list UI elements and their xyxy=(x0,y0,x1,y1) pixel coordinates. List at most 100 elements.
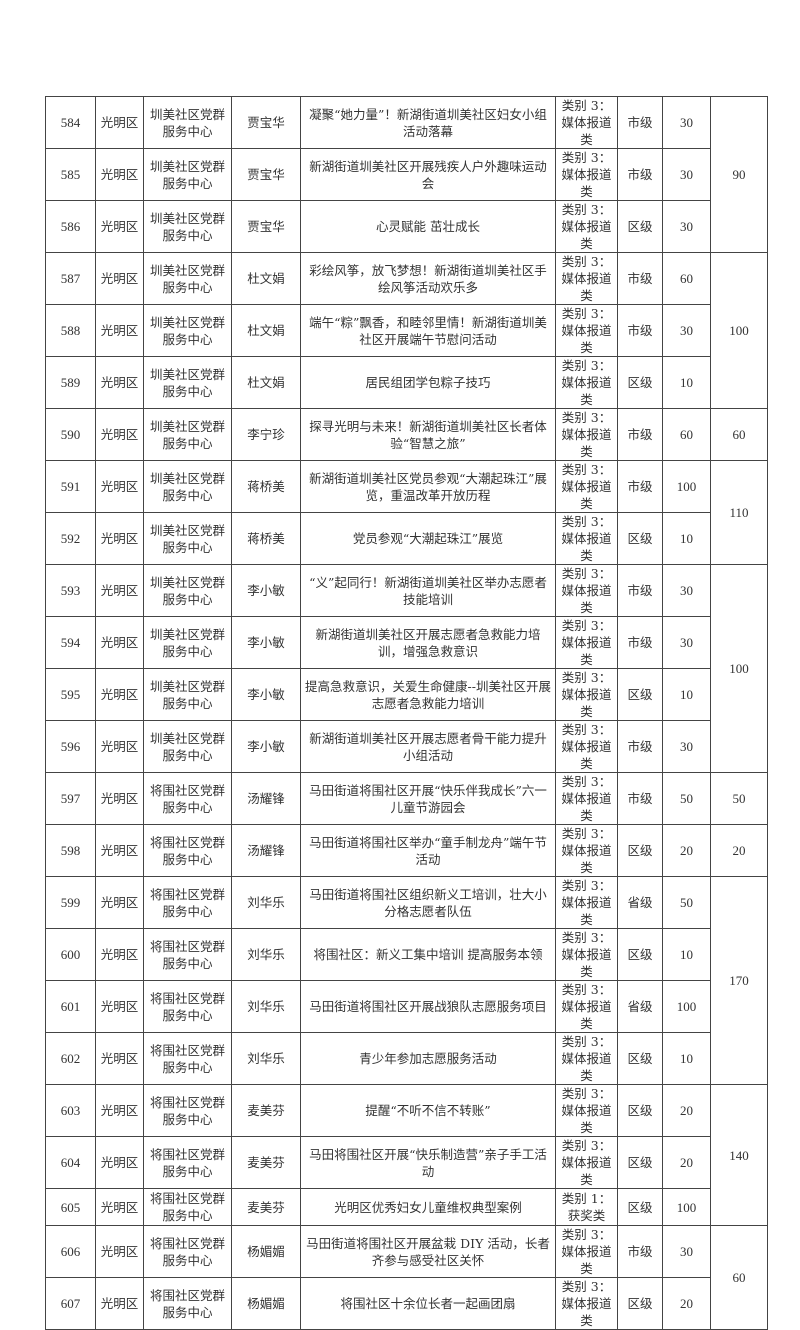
item-title-cell: 提醒“不听不信不转账” xyxy=(300,1084,556,1137)
score-cell: 20 xyxy=(662,1084,711,1137)
district-cell: 光明区 xyxy=(95,1032,144,1085)
table-row: 592 光明区 圳美社区党群服务中心 蒋桥美 党员参观“大潮起珠江”展览 类别 3：媒体报… xyxy=(45,512,768,565)
level-cell: 市级 xyxy=(617,408,663,461)
item-title-cell: 光明区优秀妇女儿童维权典型案例 xyxy=(300,1188,556,1226)
table-row: 591 光明区 圳美社区党群服务中心 蒋桥美 新湖街道圳美社区党员参观“大潮起珠江”展览… xyxy=(45,460,768,565)
district-cell: 光明区 xyxy=(95,564,144,617)
category-cell: 类别 3：媒体报道类 xyxy=(555,96,618,149)
category-cell: 类别 3：媒体报道类 xyxy=(555,200,618,253)
district-cell: 光明区 xyxy=(95,1084,144,1137)
level-cell: 区级 xyxy=(617,200,663,253)
service-center-cell: 将围社区党群服务中心 xyxy=(143,1136,232,1189)
district-cell: 光明区 xyxy=(95,408,144,461)
level-cell: 区级 xyxy=(617,824,663,877)
category-cell: 类别 3：媒体报道类 xyxy=(555,928,618,981)
person-name-cell: 汤耀锋 xyxy=(231,772,301,825)
level-cell: 区级 xyxy=(617,928,663,981)
score-cell: 50 xyxy=(662,772,711,825)
service-center-cell: 圳美社区党群服务中心 xyxy=(143,616,232,669)
row-number-cell: 594 xyxy=(45,616,96,669)
group-total-cell: 170 xyxy=(710,876,768,1085)
person-name-cell: 刘华乐 xyxy=(231,1032,301,1085)
category-cell: 类别 3：媒体报道类 xyxy=(555,720,618,773)
category-cell: 类别 3：媒体报道类 xyxy=(555,1084,618,1137)
score-cell: 20 xyxy=(662,1136,711,1189)
row-number-cell: 597 xyxy=(45,772,96,825)
person-name-cell: 刘华乐 xyxy=(231,980,301,1033)
level-cell: 市级 xyxy=(617,1225,663,1278)
item-title-cell: 端午“粽”飘香，和睦邻里情！新湖街道圳美社区开展端午节慰问活动 xyxy=(300,304,556,357)
table-row: 595 光明区 圳美社区党群服务中心 李小敏 提高急救意识，关爱生命健康--圳美社区开展… xyxy=(45,668,768,721)
score-cell: 10 xyxy=(662,356,711,409)
score-cell: 30 xyxy=(662,148,711,201)
row-number-cell: 603 xyxy=(45,1084,96,1137)
group-total-cell: 140 xyxy=(710,1084,768,1226)
person-name-cell: 蒋桥美 xyxy=(231,460,301,513)
item-title-cell: 将围社区：新义工集中培训 提高服务本领 xyxy=(300,928,556,981)
item-title-cell: 新湖街道圳美社区开展志愿者骨干能力提升小组活动 xyxy=(300,720,556,773)
score-cell: 30 xyxy=(662,200,711,253)
level-cell: 省级 xyxy=(617,980,663,1033)
district-cell: 光明区 xyxy=(95,304,144,357)
table-body: 584 光明区 圳美社区党群服务中心 贾宝华 凝聚“她力量”！新湖街道圳美社区妇女小组活… xyxy=(45,96,768,1330)
level-cell: 区级 xyxy=(617,1032,663,1085)
item-title-cell: 马田街道将围社区举办“童手制龙舟”端午节活动 xyxy=(300,824,556,877)
records-table: 584 光明区 圳美社区党群服务中心 贾宝华 凝聚“她力量”！新湖街道圳美社区妇女小组活… xyxy=(45,96,768,1330)
row-number-cell: 595 xyxy=(45,668,96,721)
table-row: 585 光明区 圳美社区党群服务中心 贾宝华 新湖街道圳美社区开展残疾人户外趣味运动会类… xyxy=(45,148,768,201)
district-cell: 光明区 xyxy=(95,252,144,305)
item-title-cell: 马田街道将围社区开展“快乐伴我成长”六一儿童节游园会 xyxy=(300,772,556,825)
person-name-cell: 杜文娟 xyxy=(231,304,301,357)
item-title-cell: 青少年参加志愿服务活动 xyxy=(300,1032,556,1085)
score-cell: 30 xyxy=(662,720,711,773)
service-center-cell: 圳美社区党群服务中心 xyxy=(143,200,232,253)
person-name-cell: 麦美芬 xyxy=(231,1136,301,1189)
person-name-cell: 李小敏 xyxy=(231,616,301,669)
person-name-cell: 贾宝华 xyxy=(231,96,301,149)
district-cell: 光明区 xyxy=(95,668,144,721)
level-cell: 区级 xyxy=(617,668,663,721)
score-cell: 10 xyxy=(662,668,711,721)
group-total-cell: 100 xyxy=(710,564,768,773)
person-name-cell: 麦美芬 xyxy=(231,1188,301,1226)
score-cell: 50 xyxy=(662,876,711,929)
level-cell: 市级 xyxy=(617,148,663,201)
item-title-cell: 新湖街道圳美社区党员参观“大潮起珠江”展览，重温改革开放历程 xyxy=(300,460,556,513)
group-total-cell: 20 xyxy=(710,824,768,877)
table-row: 607 光明区 将围社区党群服务中心 杨媚媚 将围社区十余位长者一起画团扇 类别 3：媒体… xyxy=(45,1277,768,1330)
row-number-cell: 591 xyxy=(45,460,96,513)
category-cell: 类别 3：媒体报道类 xyxy=(555,1136,618,1189)
item-title-cell: 居民组团学包粽子技巧 xyxy=(300,356,556,409)
group-total-cell: 90 xyxy=(710,96,768,253)
table-row: 587 光明区 圳美社区党群服务中心 杜文娟 彩绘风筝，放飞梦想！新湖街道圳美社区手绘风… xyxy=(45,252,768,409)
table-row: 596 光明区 圳美社区党群服务中心 李小敏 新湖街道圳美社区开展志愿者骨干能力提升小组… xyxy=(45,720,768,773)
row-number-cell: 590 xyxy=(45,408,96,461)
level-cell: 区级 xyxy=(617,512,663,565)
person-name-cell: 李小敏 xyxy=(231,720,301,773)
category-cell: 类别 3：媒体报道类 xyxy=(555,668,618,721)
level-cell: 区级 xyxy=(617,1084,663,1137)
service-center-cell: 圳美社区党群服务中心 xyxy=(143,304,232,357)
district-cell: 光明区 xyxy=(95,824,144,877)
level-cell: 市级 xyxy=(617,460,663,513)
category-cell: 类别 3：媒体报道类 xyxy=(555,252,618,305)
table-row: 586 光明区 圳美社区党群服务中心 贾宝华 心灵赋能 茁壮成长 类别 3：媒体报道类 区级… xyxy=(45,200,768,253)
district-cell: 光明区 xyxy=(95,616,144,669)
score-cell: 20 xyxy=(662,1277,711,1330)
group-total-cell: 60 xyxy=(710,1225,768,1330)
row-number-cell: 598 xyxy=(45,824,96,877)
district-cell: 光明区 xyxy=(95,928,144,981)
table-row: 594 光明区 圳美社区党群服务中心 李小敏 新湖街道圳美社区开展志愿者急救能力培训，增… xyxy=(45,616,768,669)
level-cell: 区级 xyxy=(617,1188,663,1226)
table-row: 590 光明区 圳美社区党群服务中心 李宁珍 探寻光明与未来！新湖街道圳美社区长者体验“… xyxy=(45,408,768,461)
level-cell: 市级 xyxy=(617,564,663,617)
table-row: 605 光明区 将围社区党群服务中心 麦美芬 光明区优秀妇女儿童维权典型案例 类别 1：获… xyxy=(45,1188,768,1226)
person-name-cell: 蒋桥美 xyxy=(231,512,301,565)
row-number-cell: 589 xyxy=(45,356,96,409)
service-center-cell: 将围社区党群服务中心 xyxy=(143,1032,232,1085)
person-name-cell: 杨媚媚 xyxy=(231,1225,301,1278)
level-cell: 市级 xyxy=(617,616,663,669)
row-number-cell: 585 xyxy=(45,148,96,201)
score-cell: 60 xyxy=(662,252,711,305)
person-name-cell: 杨媚媚 xyxy=(231,1277,301,1330)
